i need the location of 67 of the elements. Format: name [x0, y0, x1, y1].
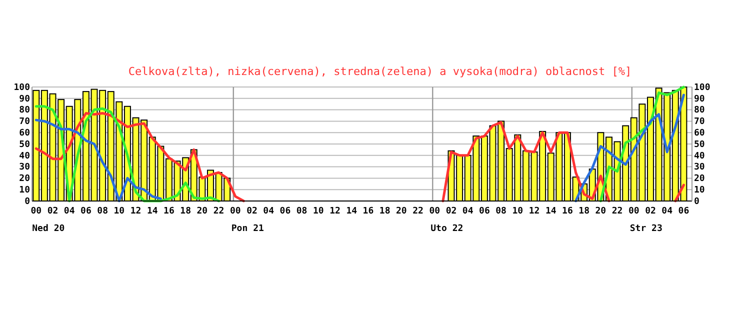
- x-tick-label: 00: [628, 206, 640, 216]
- y-tick-label: 20: [19, 174, 30, 184]
- y-tick-label: 40: [19, 151, 30, 162]
- chart-title: Celkova(zlta), nizka(cervena), stredna(zelena) a vysoka(modra) oblacnost [%]: [128, 65, 632, 78]
- y-tick-label: 100: [14, 82, 30, 93]
- x-tick-label: 16: [562, 206, 573, 216]
- x-tick-label: 02: [446, 206, 457, 216]
- x-tick-label: 20: [396, 206, 407, 216]
- x-tick-label: 10: [312, 206, 324, 216]
- x-tick-label: 12: [130, 206, 142, 216]
- y2-tick-label: 20: [694, 174, 705, 184]
- y2-tick-label: 10: [694, 185, 705, 196]
- x-tick-label: 22: [612, 206, 623, 216]
- y-tick-label: 90: [19, 94, 30, 104]
- text: Str 23: [630, 224, 662, 234]
- x-tick-label: 16: [362, 206, 374, 216]
- x-tick-label: 00: [230, 206, 241, 216]
- x-tick-label: 06: [280, 206, 291, 216]
- y2-tick-label: 80: [694, 106, 705, 116]
- x-tick-label: 02: [47, 206, 58, 216]
- text: Ned 20: [32, 224, 65, 234]
- x-tick-label: 06: [479, 206, 490, 216]
- y-tick-label: 60: [19, 128, 30, 138]
- x-tick-label: 00: [429, 206, 440, 216]
- x-tick-label: 14: [545, 206, 557, 216]
- y-tick-label: 70: [19, 117, 30, 128]
- x-tick-label: 02: [645, 206, 656, 216]
- x-tick-label: 10: [512, 206, 524, 216]
- y2-tick-label: 50: [694, 140, 705, 150]
- x-tick-label: 04: [662, 206, 674, 216]
- x-tick-label: 04: [263, 206, 275, 216]
- x-tick-label: 04: [64, 206, 76, 216]
- x-tick-label: 12: [330, 206, 340, 216]
- y2-tick-label: 60: [694, 128, 705, 138]
- text: Pon 21: [231, 224, 264, 234]
- x-tick-label: 22: [412, 206, 424, 216]
- x-tick-label: 08: [496, 206, 506, 216]
- x-tick-label: 18: [180, 206, 192, 216]
- x-tick-label: 10: [114, 206, 125, 216]
- x-tick-label: 14: [346, 206, 358, 216]
- y2-tick-label: 30: [694, 162, 705, 173]
- x-tick-label: 16: [164, 206, 174, 216]
- y-tick-label: 0: [24, 196, 30, 207]
- x-tick-label: 06: [80, 206, 92, 216]
- x-tick-label: 06: [678, 206, 690, 216]
- x-tick-label: 12: [528, 206, 540, 216]
- x-tick-label: 02: [246, 206, 258, 216]
- y2-tick-label: 40: [694, 151, 705, 162]
- text: Uto 22: [430, 224, 464, 234]
- y2-tick-label: 70: [694, 117, 705, 128]
- y2-tick-label: 0: [694, 196, 700, 207]
- y2-tick-label: 90: [694, 94, 705, 104]
- x-tick-label: 18: [578, 206, 590, 216]
- x-tick-label: 00: [30, 206, 42, 216]
- y-tick-label: 30: [19, 162, 30, 173]
- x-tick-label: 14: [146, 206, 158, 216]
- x-tick-label: 18: [379, 206, 390, 216]
- x-tick-label: 08: [97, 206, 108, 216]
- y-tick-label: 50: [19, 140, 30, 150]
- y-tick-label: 80: [19, 106, 30, 116]
- x-tick-label: 20: [196, 206, 208, 216]
- y2-tick-label: 100: [694, 82, 710, 93]
- x-tick-label: 04: [462, 206, 474, 216]
- x-tick-label: 22: [213, 206, 224, 216]
- x-tick-label: 08: [296, 206, 308, 216]
- x-tick-label: 20: [595, 206, 606, 216]
- y-tick-label: 10: [19, 185, 30, 196]
